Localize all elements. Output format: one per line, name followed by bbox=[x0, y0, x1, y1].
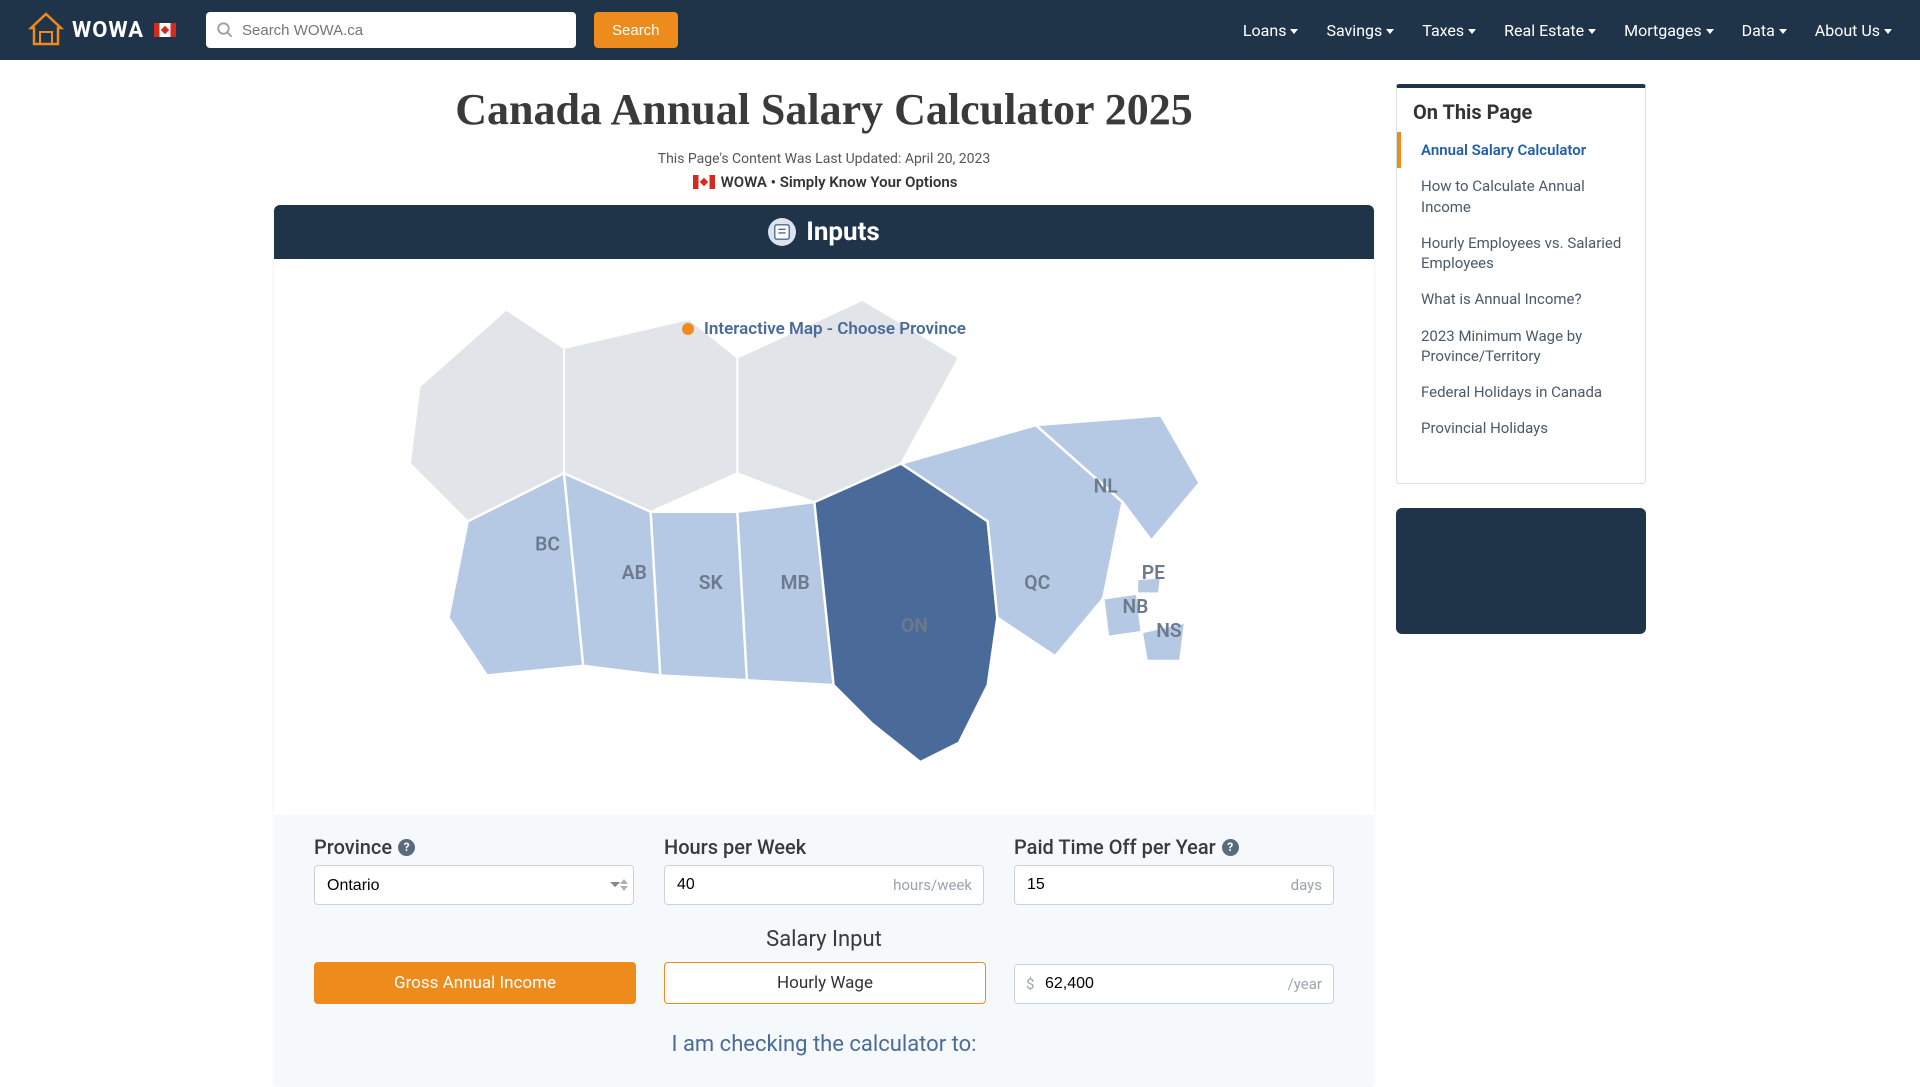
map-province-sk[interactable] bbox=[651, 512, 747, 681]
province-label-ns[interactable]: NS bbox=[1156, 619, 1182, 642]
hours-suffix: hours/week bbox=[893, 876, 972, 894]
chevron-down-icon bbox=[1468, 29, 1476, 34]
nav-label: Mortgages bbox=[1624, 21, 1702, 40]
province-label-pe[interactable]: PE bbox=[1142, 561, 1165, 584]
legend-dot-icon bbox=[682, 323, 694, 335]
sidebar-ad-placeholder bbox=[1396, 508, 1646, 634]
nav-item-realestate[interactable]: Real Estate bbox=[1504, 21, 1596, 40]
province-label-nb[interactable]: NB bbox=[1123, 595, 1149, 618]
nav-label: Taxes bbox=[1422, 21, 1464, 40]
toc-item[interactable]: How to Calculate Annual Income bbox=[1397, 168, 1645, 225]
hours-label-text: Hours per Week bbox=[664, 835, 984, 859]
hours-group: Hours per Week hours/week bbox=[664, 835, 984, 905]
toc-item[interactable]: Provincial Holidays bbox=[1397, 410, 1645, 446]
province-label-bc[interactable]: BC bbox=[535, 532, 560, 555]
search-button[interactable]: Search bbox=[594, 12, 678, 48]
map-area: Interactive Map - Choose Province bbox=[274, 259, 1374, 815]
search-box bbox=[206, 12, 576, 48]
salary-input[interactable] bbox=[1014, 964, 1334, 1004]
province-label-sk[interactable]: SK bbox=[699, 571, 724, 594]
select-arrows-icon bbox=[620, 879, 628, 891]
page-title: Canada Annual Salary Calculator 2025 bbox=[274, 84, 1374, 135]
currency-prefix: $ bbox=[1026, 975, 1034, 993]
gross-annual-income-button[interactable]: Gross Annual Income bbox=[314, 962, 636, 1004]
nav-item-data[interactable]: Data bbox=[1742, 21, 1787, 40]
map-legend: Interactive Map - Choose Province bbox=[682, 319, 966, 339]
last-updated: This Page's Content Was Last Updated: Ap… bbox=[274, 151, 1374, 167]
canada-flag-icon bbox=[693, 175, 715, 189]
salary-suffix: /year bbox=[1288, 975, 1322, 993]
top-nav: Loans Savings Taxes Real Estate Mortgage… bbox=[1243, 21, 1892, 40]
search-icon bbox=[216, 21, 234, 39]
pto-group: Paid Time Off per Year ? days bbox=[1014, 835, 1334, 905]
map-legend-text: Interactive Map - Choose Province bbox=[704, 319, 966, 339]
chevron-down-icon bbox=[1588, 29, 1596, 34]
nav-label: About Us bbox=[1815, 21, 1880, 40]
toc-item[interactable]: 2023 Minimum Wage by Province/Territory bbox=[1397, 318, 1645, 375]
site-logo[interactable]: WOWA bbox=[28, 12, 176, 48]
province-select[interactable]: Ontario bbox=[314, 865, 634, 905]
chevron-down-icon bbox=[1779, 29, 1787, 34]
province-label-qc[interactable]: QC bbox=[1024, 571, 1050, 594]
province-group: Province ? Ontario bbox=[314, 835, 634, 905]
help-icon[interactable]: ? bbox=[398, 839, 415, 856]
nav-item-taxes[interactable]: Taxes bbox=[1422, 21, 1476, 40]
toc-item[interactable]: Annual Salary Calculator bbox=[1397, 132, 1645, 168]
checking-calculator-heading: I am checking the calculator to: bbox=[314, 1032, 1334, 1057]
label-text: Paid Time Off per Year bbox=[1014, 835, 1216, 859]
nav-item-savings[interactable]: Savings bbox=[1326, 21, 1394, 40]
panel-header: Inputs bbox=[274, 205, 1374, 259]
search-input[interactable] bbox=[242, 13, 566, 47]
hourly-wage-button[interactable]: Hourly Wage bbox=[664, 962, 986, 1004]
nav-item-loans[interactable]: Loans bbox=[1243, 21, 1299, 40]
map-territory-nt[interactable] bbox=[564, 319, 737, 512]
tagline: WOWA • Simply Know Your Options bbox=[274, 173, 1374, 191]
form-section: Province ? Ontario Hours per Week bbox=[274, 815, 1374, 1087]
pto-input[interactable] bbox=[1014, 865, 1334, 905]
nav-label: Savings bbox=[1326, 21, 1382, 40]
logo-icon bbox=[28, 12, 64, 48]
calculator-panel: Inputs Interactive Map - Choose Province bbox=[274, 205, 1374, 1087]
chevron-down-icon bbox=[1706, 29, 1714, 34]
province-label: Province ? bbox=[314, 835, 634, 859]
province-label-on[interactable]: ON bbox=[901, 614, 928, 637]
nav-label: Data bbox=[1742, 21, 1775, 40]
help-icon[interactable]: ? bbox=[1222, 839, 1239, 856]
pto-label: Paid Time Off per Year ? bbox=[1014, 835, 1334, 859]
nav-item-about[interactable]: About Us bbox=[1815, 21, 1892, 40]
nav-label: Real Estate bbox=[1504, 21, 1584, 40]
label-text: Province bbox=[314, 835, 392, 859]
panel-header-text: Inputs bbox=[806, 217, 880, 247]
province-label-mb[interactable]: MB bbox=[781, 571, 810, 594]
tagline-text: WOWA • Simply Know Your Options bbox=[721, 173, 958, 191]
toc-item[interactable]: Hourly Employees vs. Salaried Employees bbox=[1397, 225, 1645, 282]
canada-flag-icon bbox=[154, 23, 176, 37]
toc-item[interactable]: Federal Holidays in Canada bbox=[1397, 374, 1645, 410]
toc-item[interactable]: What is Annual Income? bbox=[1397, 281, 1645, 317]
salary-input-heading: Salary Input bbox=[314, 927, 1334, 952]
site-header: WOWA Search Loans Savings Taxes Real Est… bbox=[0, 0, 1920, 60]
chevron-down-icon bbox=[1290, 29, 1298, 34]
nav-item-mortgages[interactable]: Mortgages bbox=[1624, 21, 1714, 40]
nav-label: Loans bbox=[1243, 21, 1287, 40]
province-label-ab[interactable]: AB bbox=[622, 561, 647, 584]
inputs-icon bbox=[768, 218, 796, 246]
pto-suffix: days bbox=[1291, 876, 1322, 894]
canada-map: BC AB SK MB ON QC NL PE NB NS bbox=[314, 271, 1334, 791]
search-wrap: Search bbox=[206, 12, 678, 48]
toc-title: On This Page bbox=[1397, 88, 1645, 132]
salary-input-wrap: $ /year bbox=[1014, 964, 1334, 1004]
chevron-down-icon bbox=[1386, 29, 1394, 34]
province-label-nl[interactable]: NL bbox=[1094, 474, 1118, 497]
toc-card: On This Page Annual Salary CalculatorHow… bbox=[1396, 84, 1646, 484]
logo-text: WOWA bbox=[72, 18, 144, 43]
chevron-down-icon bbox=[1884, 29, 1892, 34]
